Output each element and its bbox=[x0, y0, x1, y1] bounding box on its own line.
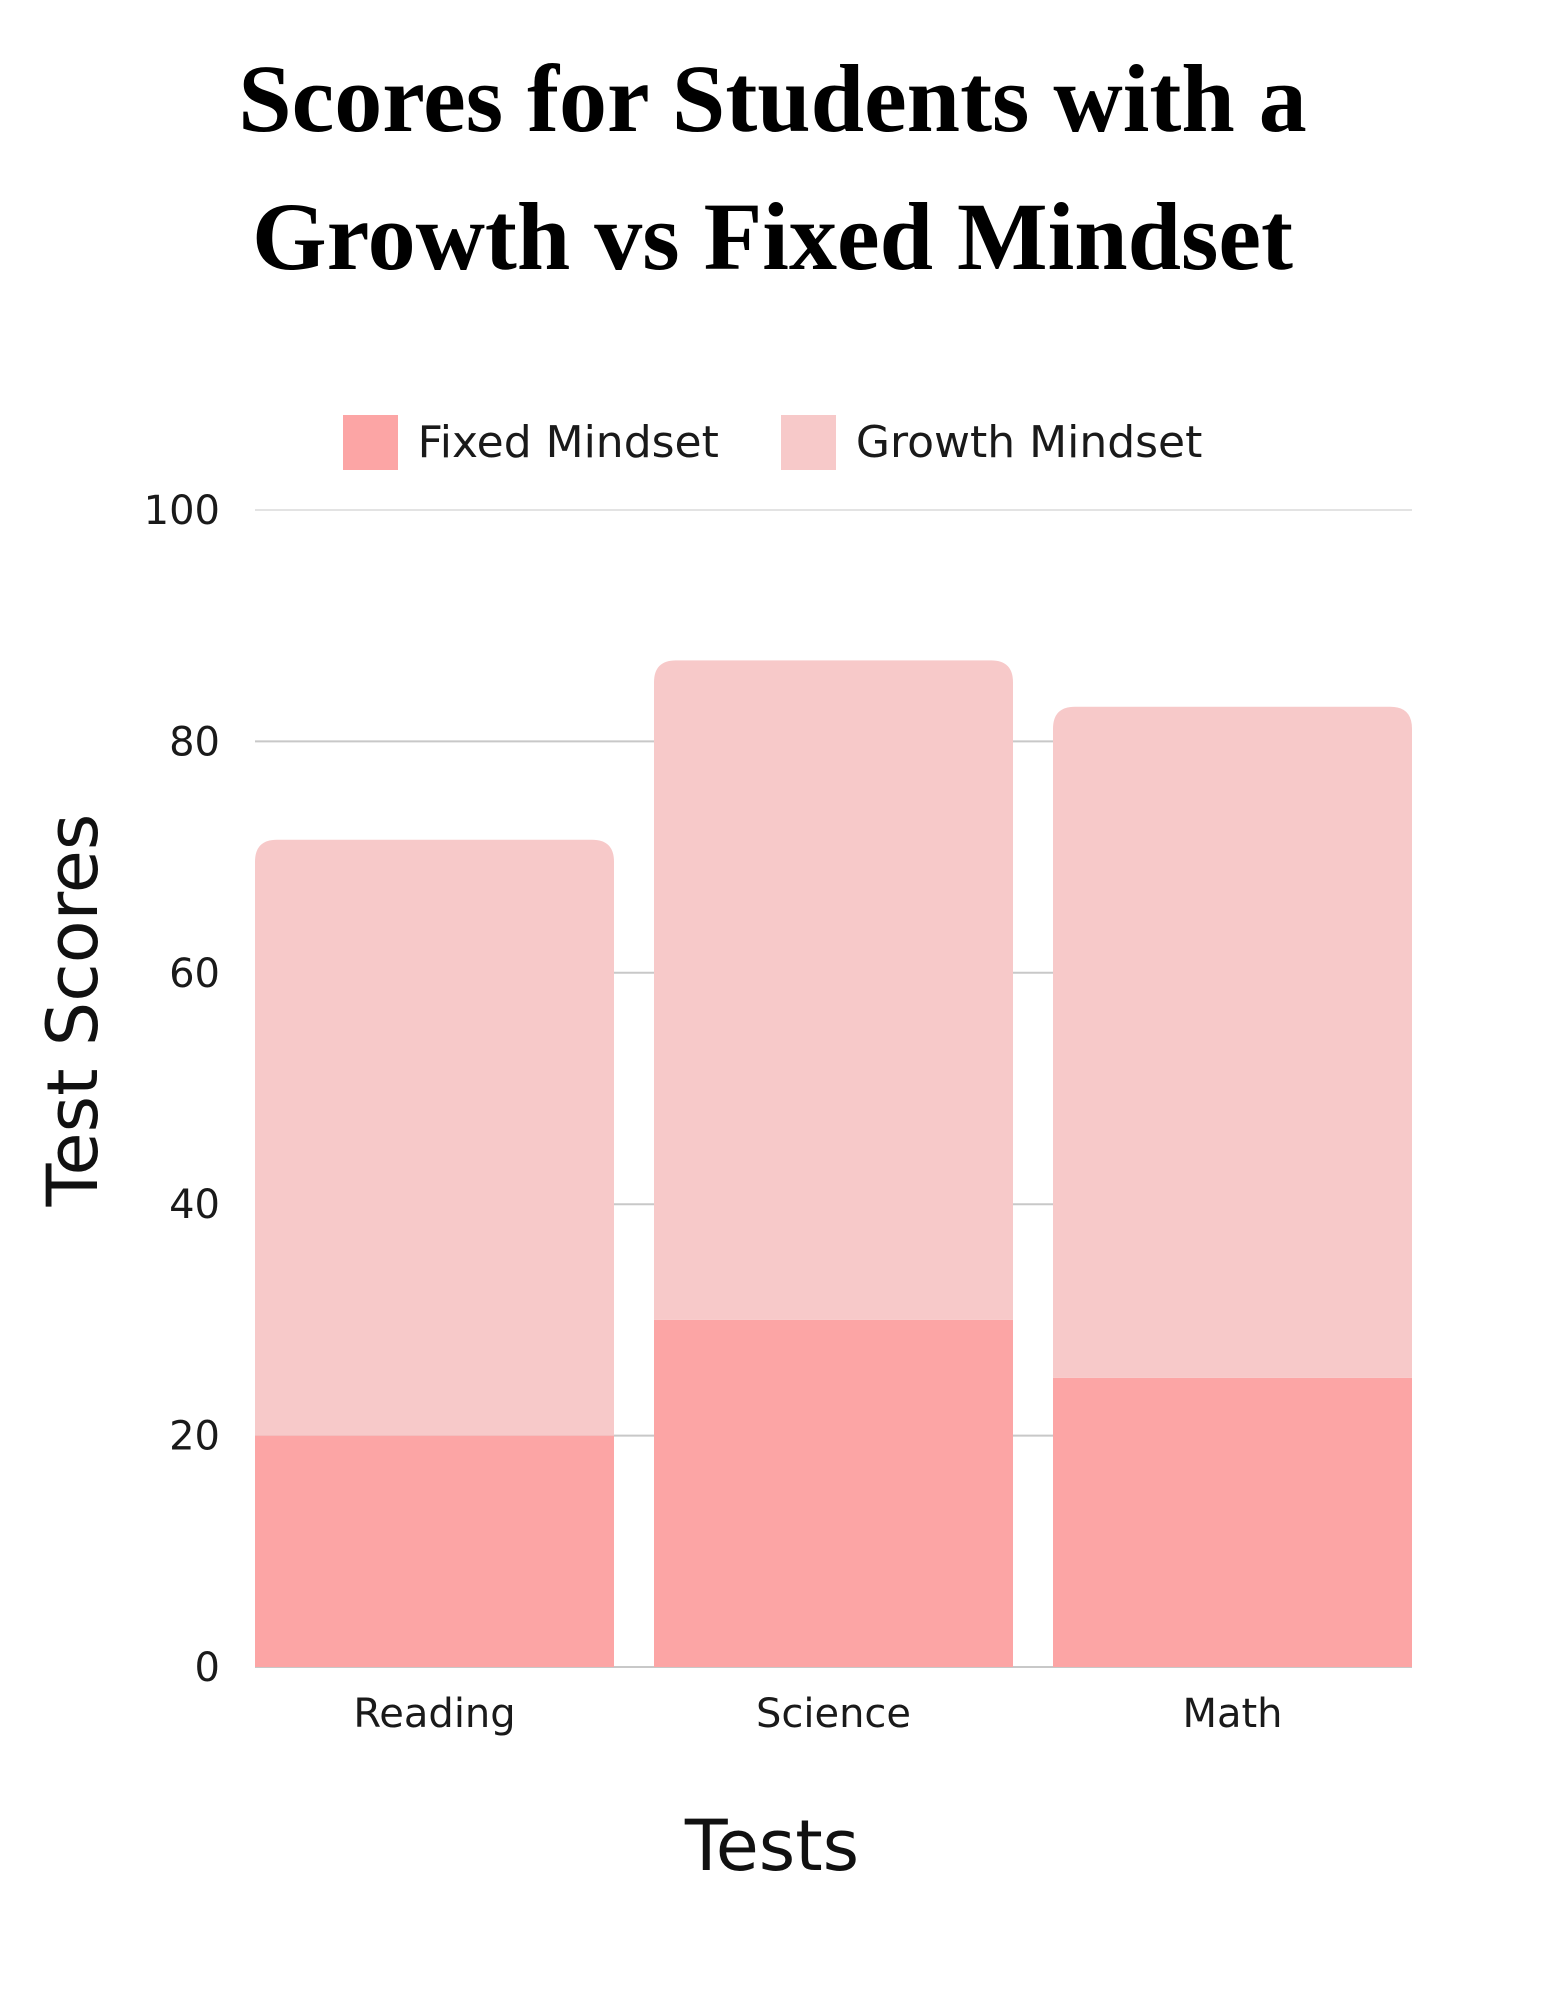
bar-math-growth-mindset bbox=[1053, 706, 1412, 1378]
legend-label-growth-mindset: Growth Mindset bbox=[855, 417, 1203, 468]
y-tick-label-60: 60 bbox=[169, 951, 220, 997]
chart-title: Scores for Students with a Growth vs Fix… bbox=[0, 30, 1545, 306]
bar-science-growth-mindset bbox=[654, 660, 1013, 1320]
bar-math-fixed-mindset bbox=[1053, 1377, 1412, 1667]
bar-reading-growth-mindset bbox=[255, 839, 614, 1436]
legend-item-growth-mindset: Growth Mindset bbox=[780, 415, 1203, 470]
y-tick-label-80: 80 bbox=[169, 719, 220, 765]
bar-reading-fixed-mindset bbox=[255, 1435, 614, 1667]
legend: Fixed Mindset Growth Mindset bbox=[0, 415, 1545, 470]
legend-label-fixed-mindset: Fixed Mindset bbox=[417, 417, 719, 468]
y-tick-label-40: 40 bbox=[169, 1182, 220, 1228]
y-axis-ticks: 0 20 40 60 80 100 bbox=[144, 488, 220, 1691]
x-tick-label-reading: Reading bbox=[353, 1691, 515, 1737]
bars bbox=[255, 660, 1412, 1667]
legend-item-fixed-mindset: Fixed Mindset bbox=[342, 415, 719, 470]
bar-science-fixed-mindset bbox=[654, 1319, 1013, 1667]
legend-swatch-fixed-mindset bbox=[342, 415, 398, 470]
chart-title-line-2: Growth vs Fixed Mindset bbox=[252, 183, 1293, 290]
x-axis-title: Tests bbox=[684, 1805, 859, 1887]
legend-swatch-growth-mindset bbox=[780, 415, 836, 470]
y-tick-label-0: 0 bbox=[195, 1645, 220, 1691]
y-axis-title: Test Scores bbox=[32, 814, 114, 1208]
y-tick-label-20: 20 bbox=[169, 1414, 220, 1460]
y-tick-label-100: 100 bbox=[144, 488, 220, 534]
x-tick-label-science: Science bbox=[756, 1691, 911, 1737]
chart-title-line-1: Scores for Students with a bbox=[238, 45, 1307, 152]
x-axis-ticks: Reading Science Math bbox=[353, 1691, 1282, 1737]
x-tick-label-math: Math bbox=[1182, 1691, 1282, 1737]
